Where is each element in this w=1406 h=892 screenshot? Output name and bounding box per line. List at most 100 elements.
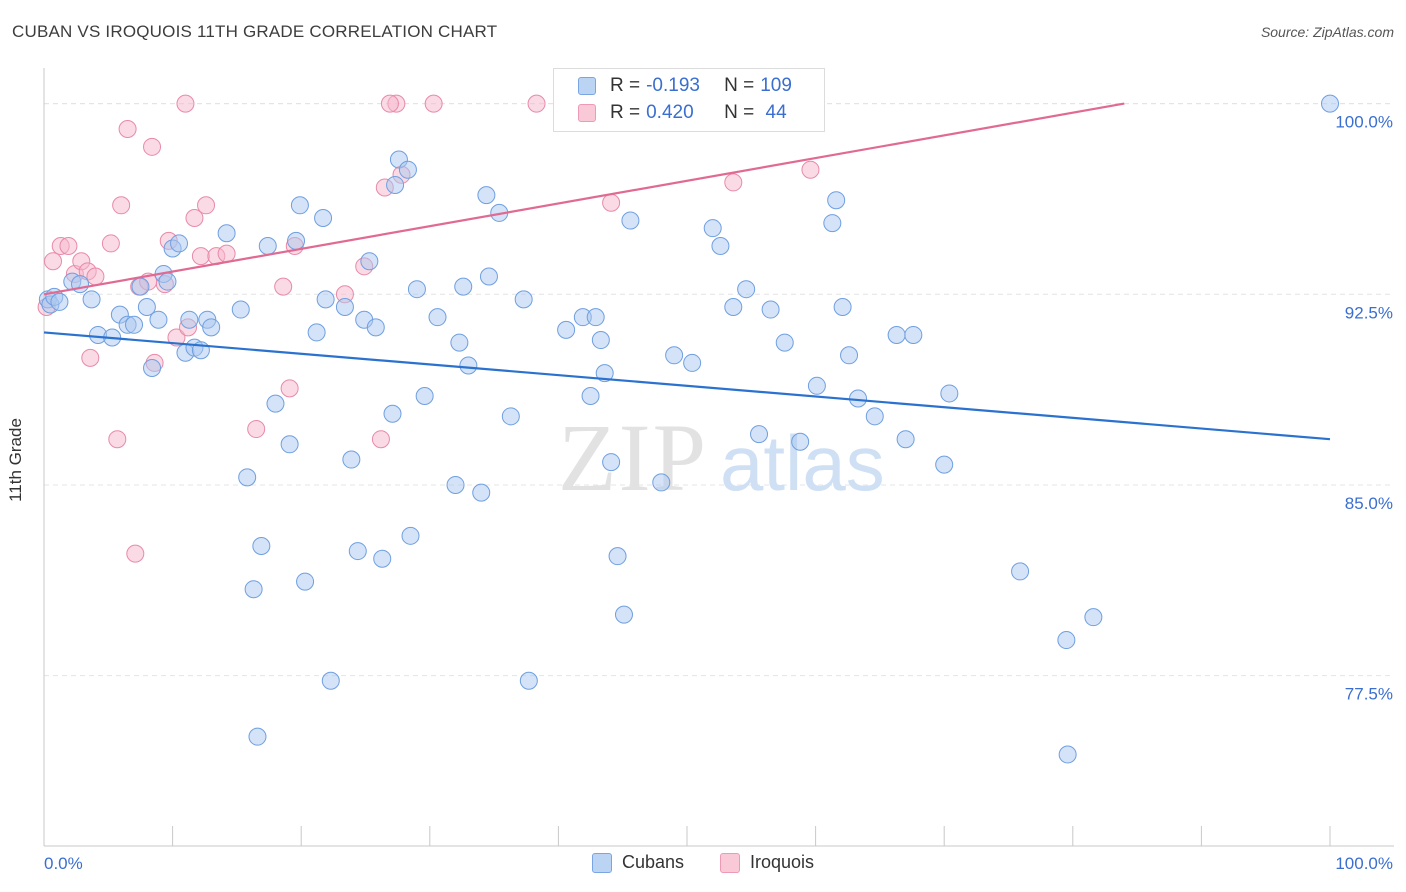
cubans-point [143, 359, 162, 378]
cubans-point [217, 224, 236, 243]
cubans-point [373, 549, 392, 568]
legend-item-cubans[interactable]: Cubans [591, 852, 684, 873]
cubans-point [501, 407, 520, 426]
iroquois-point [424, 94, 443, 113]
legend-row-iroquois: R = 0.420 N = 44 [578, 100, 787, 126]
iroquois-point [380, 94, 399, 113]
cubans-point [665, 346, 684, 365]
iroquois-point [371, 430, 390, 449]
legend-n-label: N = [724, 102, 755, 123]
iroquois-point [101, 234, 120, 253]
cubans-point [652, 473, 671, 492]
y-tick-label: 85.0% [1345, 494, 1393, 513]
legend-row-cubans: R = -0.193 N = 109 [578, 73, 792, 99]
cubans-point [887, 325, 906, 344]
cubans-point [833, 297, 852, 316]
cubans-point [514, 290, 533, 309]
correlation-legend: R = -0.193 N = 109 R = 0.420 N = 44 [553, 68, 825, 132]
cubans-point [823, 214, 842, 233]
cubans-point [935, 455, 954, 474]
cubans-point [180, 310, 199, 329]
cubans-point [477, 186, 496, 205]
iroquois-swatch [720, 852, 740, 873]
cubans-point [407, 280, 426, 299]
cubans-point [827, 191, 846, 210]
axes [43, 68, 1394, 847]
cubans-point [1057, 631, 1076, 650]
cubans-point [761, 300, 780, 319]
cubans-point [896, 430, 915, 449]
cubans-point [1084, 608, 1103, 627]
iroquois-point [118, 120, 137, 139]
cubans-point [703, 219, 722, 238]
iroquois-point [44, 252, 63, 271]
cubans-point [149, 310, 168, 329]
iroquois-point [86, 267, 105, 286]
cubans-point [557, 320, 576, 339]
cubans-point [595, 364, 614, 383]
cubans-point [266, 394, 285, 413]
legend-r-value: 0.420 [646, 102, 694, 123]
cubans-point [238, 468, 257, 487]
iroquois-trend-line [43, 102, 1125, 296]
iroquois-point [167, 328, 186, 347]
cubans-point [791, 432, 810, 451]
source-label: Source: ZipAtlas.com [1260, 24, 1394, 40]
legend-r-value: -0.193 [646, 75, 700, 96]
cubans-point [248, 727, 267, 746]
x-tick-label: 100.0% [1335, 854, 1393, 873]
iroquois-swatch [578, 104, 596, 122]
legend-r-label: R = [610, 75, 641, 96]
iroquois-point [112, 196, 131, 215]
cubans-point [428, 308, 447, 327]
cubans-trend-line [43, 331, 1331, 441]
cubans-point [586, 308, 605, 327]
cubans-point [366, 318, 385, 337]
iroquois-point [59, 236, 78, 255]
cubans-point [581, 386, 600, 405]
legend-cubans-label: Cubans [621, 852, 684, 872]
cubans-point [398, 160, 417, 179]
cubans-swatch [591, 852, 612, 873]
cubans-point [621, 211, 640, 230]
cubans-point [314, 209, 333, 228]
cubans-point [459, 356, 478, 375]
cubans-point [472, 483, 491, 502]
cubans-point [401, 526, 420, 545]
tick-labels: 77.5% 85.0% 92.5% 100.0% 0.0% 100.0% [44, 113, 1393, 873]
cubans-point [252, 536, 271, 555]
cubans-point [608, 547, 627, 566]
cubans-point [158, 272, 177, 291]
watermark-zip: ZIP [558, 404, 708, 511]
iroquois-point [217, 244, 236, 263]
cubans-swatch [578, 77, 596, 95]
cubans-point [904, 325, 923, 344]
iroquois-point [185, 209, 204, 228]
cubans-point [683, 353, 702, 372]
cubans-point [1058, 745, 1077, 764]
legend-n-value: 109 [760, 75, 792, 96]
cubans-point [280, 435, 299, 454]
cubans-point [450, 333, 469, 352]
cubans-point [479, 267, 498, 286]
iroquois-point [197, 196, 216, 215]
cubans-points [38, 94, 1339, 764]
cubans-point [711, 236, 730, 255]
legend-item-iroquois[interactable]: Iroquois [720, 852, 814, 873]
cubans-point [342, 450, 361, 469]
iroquois-point [801, 160, 820, 179]
legend-r-label: R = [610, 102, 641, 123]
cubans-point [383, 404, 402, 423]
legend-n-label: N = [724, 75, 755, 96]
cubans-point [1011, 562, 1030, 581]
watermark-atlas: atlas [720, 419, 885, 507]
cubans-point [307, 323, 326, 342]
iroquois-point [176, 94, 195, 113]
cubans-point [137, 297, 156, 316]
cubans-point [131, 277, 150, 296]
chart-title: CUBAN VS IROQUOIS 11TH GRADE CORRELATION… [12, 22, 498, 41]
cubans-point [170, 234, 189, 253]
cubans-point [386, 175, 405, 194]
iroquois-point [602, 193, 621, 212]
